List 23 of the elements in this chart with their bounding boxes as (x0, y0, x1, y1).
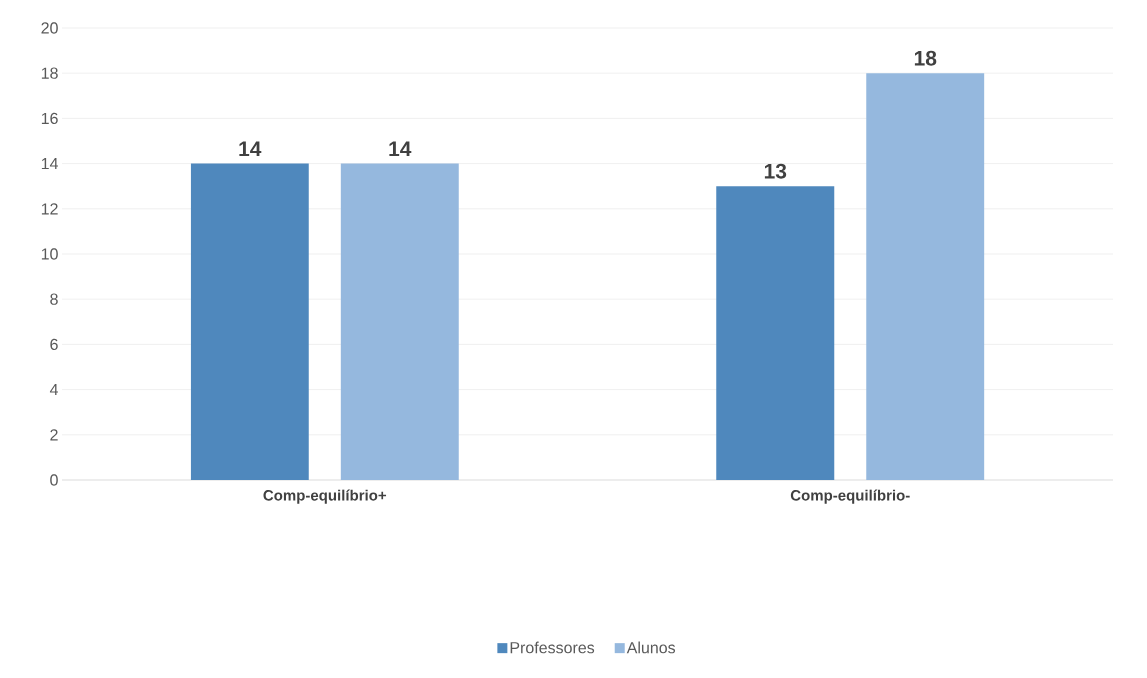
legend-label: Alunos (626, 641, 676, 654)
y-tick-label: 20 (41, 22, 58, 34)
y-tick-label: 18 (41, 67, 58, 79)
legend-label: Professores (510, 641, 595, 654)
data-label: 13 (764, 163, 787, 179)
x-tick-label: Comp-equilíbrio+ (263, 489, 387, 504)
y-tick-label: 10 (41, 248, 58, 260)
y-tick-label: 0 (50, 474, 58, 486)
bar (716, 186, 835, 480)
y-tick-label: 12 (41, 203, 58, 215)
x-tick-label: Comp-equilíbrio- (790, 489, 910, 504)
bar (190, 163, 309, 480)
bar (866, 73, 985, 480)
y-tick-label: 14 (41, 158, 58, 170)
data-label: 14 (389, 141, 412, 157)
y-tick-label: 16 (41, 112, 58, 125)
y-tick-label: 6 (50, 338, 58, 351)
y-tick-label: 8 (50, 293, 58, 305)
y-tick-label: 4 (49, 384, 58, 396)
bar (340, 163, 459, 480)
data-label: 18 (914, 50, 937, 66)
y-tick-label: 2 (50, 429, 58, 441)
data-label: 14 (239, 141, 262, 157)
